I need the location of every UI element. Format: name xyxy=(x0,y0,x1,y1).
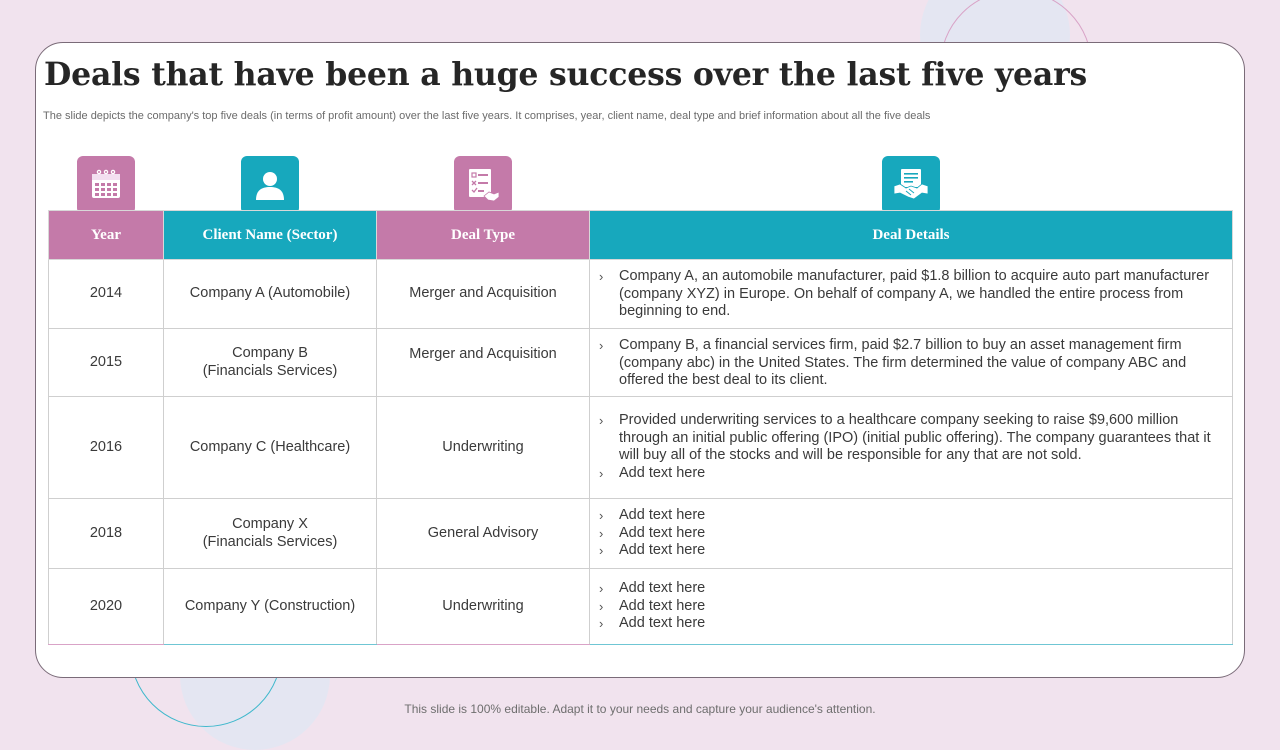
detail-item: Company B, a financial services firm, pa… xyxy=(598,337,1218,390)
year-cell: 2014 xyxy=(48,259,164,329)
table-header-row: Year Client Name (Sector) Deal Type Deal… xyxy=(48,210,1233,260)
detail-item: Add text here xyxy=(598,525,1218,543)
table-row: 2020 Company Y (Construction) Underwriti… xyxy=(48,568,1233,645)
header-deal-details: Deal Details xyxy=(589,210,1233,260)
client-cell: Company A (Automobile) xyxy=(163,259,377,329)
detail-item: Add text here xyxy=(598,580,1218,598)
table-row: 2016 Company C (Healthcare) Underwriting… xyxy=(48,396,1233,499)
client-cell: Company Y (Construction) xyxy=(163,568,377,645)
details-cell: Add text here Add text here Add text her… xyxy=(589,568,1233,645)
deals-table: Year Client Name (Sector) Deal Type Deal… xyxy=(48,210,1233,645)
year-cell: 2016 xyxy=(48,396,164,499)
deal-type-cell: General Advisory xyxy=(376,498,590,569)
header-client-name: Client Name (Sector) xyxy=(163,210,377,260)
slide-footer: This slide is 100% editable. Adapt it to… xyxy=(404,702,876,716)
client-line: Company B xyxy=(232,345,308,361)
client-line: Company A (Automobile) xyxy=(189,285,351,302)
detail-item: Add text here xyxy=(598,507,1218,525)
year-cell: 2020 xyxy=(48,568,164,645)
detail-item: Add text here xyxy=(598,465,1218,483)
details-cell: Add text here Add text here Add text her… xyxy=(589,498,1233,569)
checklist-handshake-icon xyxy=(454,156,512,214)
client-cell: Company B (Financials Services) xyxy=(163,328,377,397)
slide-subtitle: The slide depicts the company's top five… xyxy=(43,110,931,122)
client-cell: Company X (Financials Services) xyxy=(163,498,377,569)
table-row: 2015 Company B (Financials Services) Mer… xyxy=(48,328,1233,397)
detail-item: Add text here xyxy=(598,615,1218,633)
slide-title: Deals that have been a huge success over… xyxy=(44,56,1088,93)
client-line: (Financials Services) xyxy=(202,533,338,550)
detail-item: Add text here xyxy=(598,542,1218,560)
year-cell: 2015 xyxy=(48,328,164,397)
handshake-document-icon xyxy=(882,156,940,214)
table-row: 2014 Company A (Automobile) Merger and A… xyxy=(48,259,1233,329)
details-cell: Company A, an automobile manufacturer, p… xyxy=(589,259,1233,329)
detail-item: Provided underwriting services to a heal… xyxy=(598,412,1218,465)
client-line: (Financials Services) xyxy=(202,362,338,379)
deal-type-cell: Merger and Acquisition xyxy=(376,259,590,329)
deal-type-cell: Merger and Acquisition xyxy=(376,328,590,397)
client-line: Company X xyxy=(232,516,308,532)
deal-type-cell: Underwriting xyxy=(376,568,590,645)
client-line: Company Y (Construction) xyxy=(184,597,356,614)
client-line: Company C (Healthcare) xyxy=(189,438,351,455)
detail-item: Add text here xyxy=(598,598,1218,616)
header-deal-type: Deal Type xyxy=(376,210,590,260)
details-cell: Company B, a financial services firm, pa… xyxy=(589,328,1233,397)
client-cell: Company C (Healthcare) xyxy=(163,396,377,499)
deal-type-cell: Underwriting xyxy=(376,396,590,499)
calendar-icon xyxy=(77,156,135,214)
table-row: 2018 Company X (Financials Services) Gen… xyxy=(48,498,1233,569)
user-icon xyxy=(241,156,299,214)
year-cell: 2018 xyxy=(48,498,164,569)
header-year: Year xyxy=(48,210,164,260)
detail-item: Company A, an automobile manufacturer, p… xyxy=(598,268,1218,321)
details-cell: Provided underwriting services to a heal… xyxy=(589,396,1233,499)
